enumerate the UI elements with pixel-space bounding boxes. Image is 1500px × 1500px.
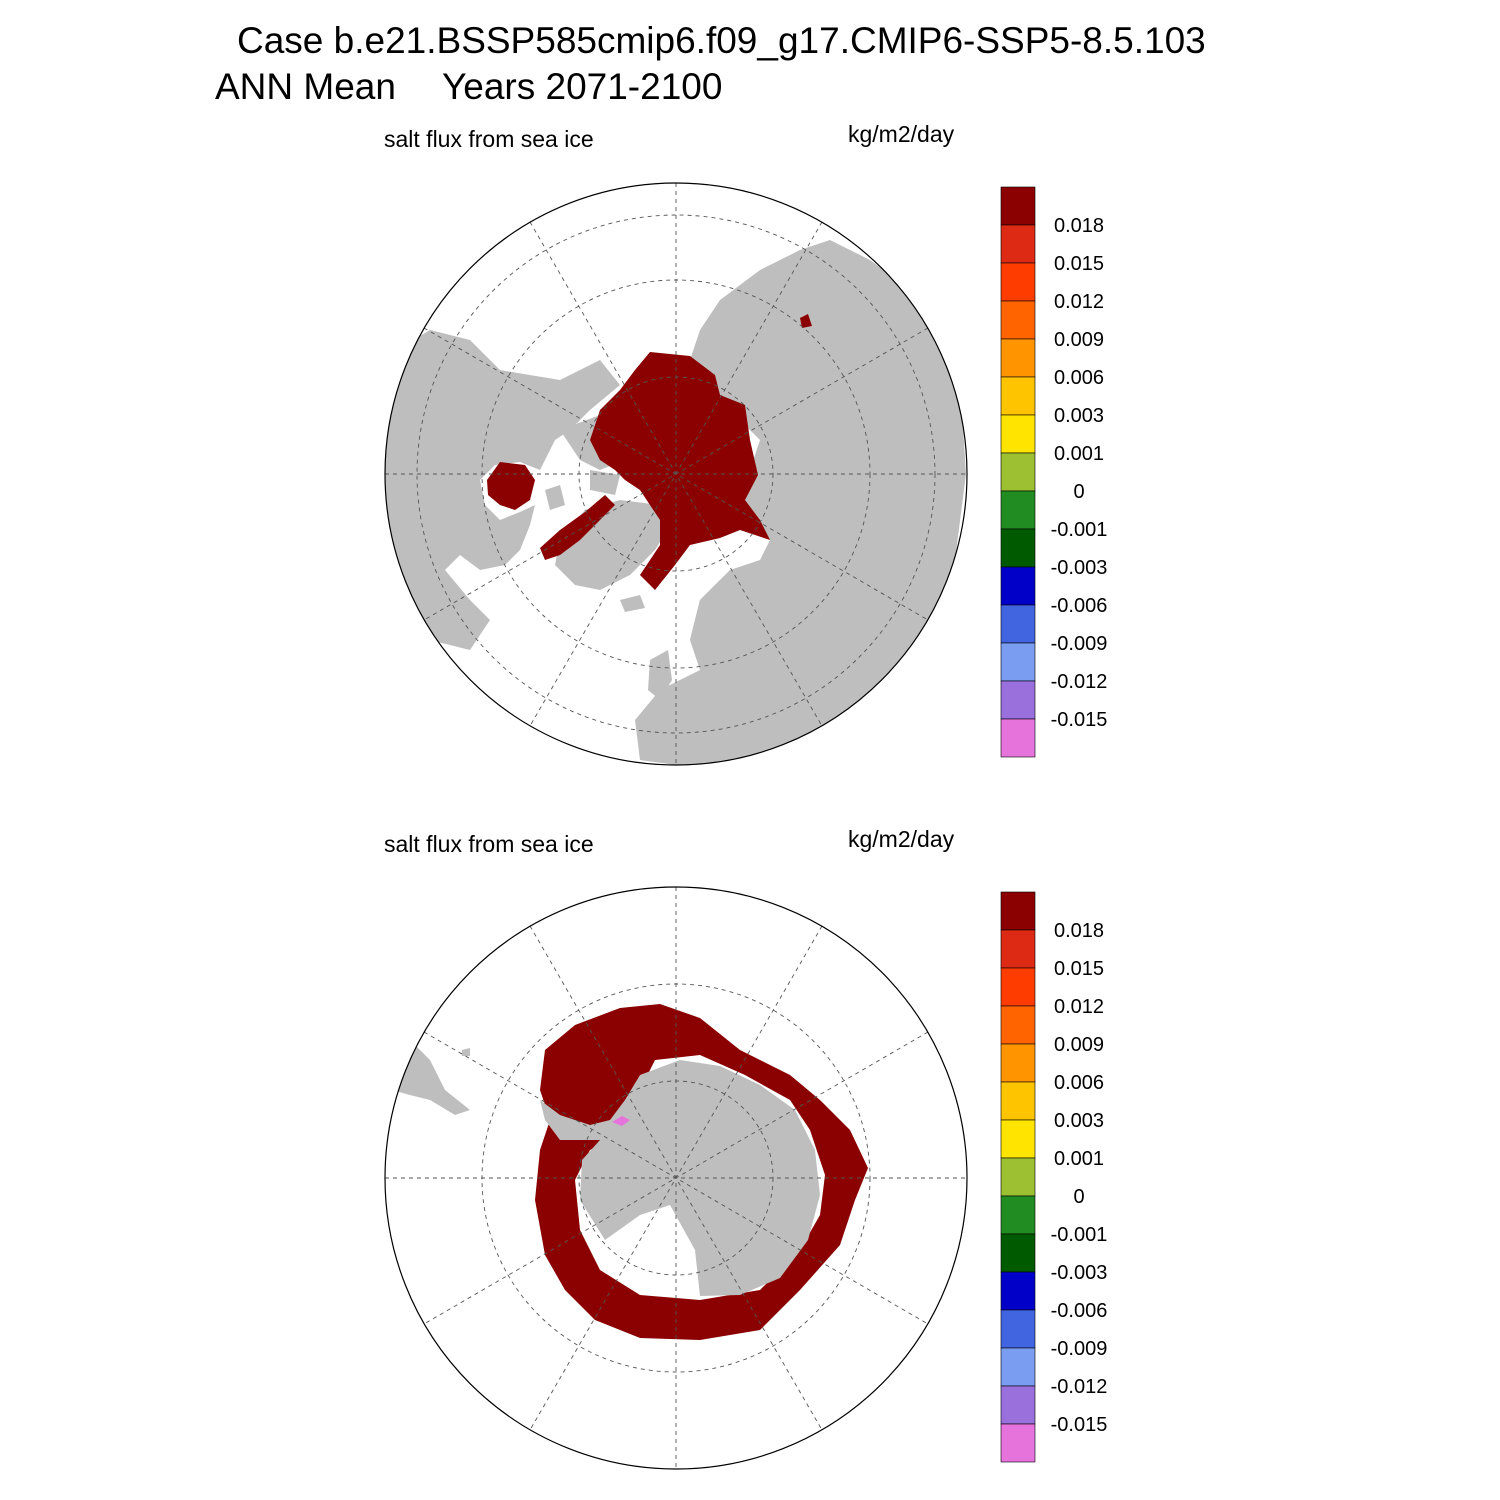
- south-colorbar-tick-label: -0.012: [1051, 1376, 1108, 1398]
- south-polar-map: [384, 886, 968, 1470]
- north-colorbar-tick-label: -0.012: [1051, 671, 1108, 693]
- north-colorbar-tick-label: 0.012: [1054, 291, 1104, 313]
- south-colorbar-swatch: [1000, 1423, 1036, 1463]
- north-colorbar-tick-label: -0.001: [1051, 519, 1108, 541]
- north-colorbar-swatch: [1000, 300, 1036, 340]
- south-colorbar-swatch: [1000, 1233, 1036, 1273]
- south-colorbar-tick-label: 0.012: [1054, 996, 1104, 1018]
- south-colorbar-swatch: [1000, 1119, 1036, 1159]
- north-panel-units-label: kg/m2/day: [848, 121, 955, 147]
- case-title: Case b.e21.BSSP585cmip6.f09_g17.CMIP6-SS…: [237, 20, 1206, 61]
- south-colorbar: 0.018 0.015 0.012 0.009 0.006 0.003 0.001 0 -0.0…: [1000, 891, 1108, 1463]
- antarctic-flux-region: [535, 1004, 868, 1340]
- south-colorbar-tick-label: -0.003: [1051, 1262, 1108, 1284]
- north-colorbar-tick-label: 0.006: [1054, 367, 1104, 389]
- weddell-flux-anomaly: [612, 1116, 630, 1126]
- north-colorbar-swatch: [1000, 376, 1036, 416]
- south-map-border: [384, 886, 968, 1470]
- north-colorbar-tick-label: 0.018: [1054, 215, 1104, 237]
- south-colorbar-swatch: [1000, 1081, 1036, 1121]
- south-colorbar-tick-label: 0.001: [1054, 1148, 1104, 1170]
- season-years-title: ANN Mean Years 2071-2100: [215, 66, 722, 108]
- north-colorbar-swatch: [1000, 338, 1036, 378]
- north-colorbar-swatch: [1000, 642, 1036, 682]
- south-colorbar-tick-label: 0.003: [1054, 1110, 1104, 1132]
- okhotsk-flux-region: [800, 314, 812, 328]
- north-colorbar-tick-label: -0.015: [1051, 709, 1108, 731]
- south-colorbar-tick-label: -0.006: [1051, 1300, 1108, 1322]
- north-america-landmass: [385, 330, 620, 650]
- south-colorbar-tick-label: -0.009: [1051, 1338, 1108, 1360]
- south-colorbar-swatch: [1000, 1385, 1036, 1425]
- north-colorbar-swatch: [1000, 224, 1036, 264]
- north-colorbar-tick-label: -0.003: [1051, 557, 1108, 579]
- north-colorbar-swatch: [1000, 680, 1036, 720]
- south-colorbar-tick-label: -0.001: [1051, 1224, 1108, 1246]
- south-colorbar-tick-label: 0: [1073, 1186, 1084, 1208]
- south-colorbar-swatch: [1000, 891, 1036, 931]
- north-colorbar-swatch: [1000, 604, 1036, 644]
- north-colorbar: 0.018 0.015 0.012 0.009 0.006 0.003 0.001 0 -0.0…: [1000, 186, 1108, 758]
- south-salt-flux-field: [535, 1004, 868, 1340]
- iceland-landmass: [620, 595, 645, 612]
- north-polar-map: [384, 182, 968, 766]
- south-colorbar-tick-label: 0.015: [1054, 958, 1104, 980]
- north-graticule: [385, 183, 967, 765]
- north-colorbar-tick-label: -0.009: [1051, 633, 1108, 655]
- south-colorbar-swatch: [1000, 1309, 1036, 1349]
- north-colorbar-tick-label: 0.009: [1054, 329, 1104, 351]
- north-colorbar-tick-label: 0.001: [1054, 443, 1104, 465]
- antarctica-landmass: [540, 1060, 820, 1296]
- south-colorbar-tick-label: 0.006: [1054, 1072, 1104, 1094]
- south-graticule: [385, 887, 967, 1469]
- north-colorbar-tick-label: 0.015: [1054, 253, 1104, 275]
- arctic-flux-region: [590, 352, 770, 590]
- north-colorbar-swatch: [1000, 452, 1036, 492]
- south-antarctica: [540, 1060, 820, 1296]
- baffin-bay-flux-region: [540, 495, 615, 560]
- north-panel-variable-label: salt flux from sea ice: [384, 126, 594, 152]
- north-colorbar-tick-label: -0.006: [1051, 595, 1108, 617]
- north-meridian-120: [423, 327, 929, 621]
- south-colorbar-swatch: [1000, 1043, 1036, 1083]
- south-colorbar-tick-label: 0.018: [1054, 920, 1104, 942]
- north-colorbar-swatch: [1000, 262, 1036, 302]
- south-colorbar-tick-label: 0.009: [1054, 1034, 1104, 1056]
- years-label: Years 2071-2100: [441, 66, 723, 107]
- south-colorbar-swatch: [1000, 967, 1036, 1007]
- north-colorbar-swatch: [1000, 186, 1036, 226]
- south-georgia-island: [462, 1048, 470, 1056]
- south-colorbar-tick-label: -0.015: [1051, 1414, 1108, 1436]
- scandinavia-landmass: [690, 575, 760, 665]
- north-colorbar-swatch: [1000, 528, 1036, 568]
- north-salt-flux-field: [487, 314, 812, 590]
- south-colorbar-swatch: [1000, 1195, 1036, 1235]
- north-colorbar-swatch: [1000, 490, 1036, 530]
- kamchatka-landmass: [795, 250, 830, 330]
- north-colorbar-swatch: [1000, 566, 1036, 606]
- south-panel-units-label: kg/m2/day: [848, 826, 955, 852]
- south-colorbar-swatch: [1000, 1005, 1036, 1045]
- north-lat-circle-outer: [416, 214, 936, 734]
- south-colorbar-swatch: [1000, 1347, 1036, 1387]
- north-colorbar-swatch: [1000, 414, 1036, 454]
- season-label: ANN Mean: [215, 66, 396, 107]
- north-map-border: [384, 182, 968, 766]
- british-isles-landmass: [648, 650, 672, 700]
- south-colorbar-swatch: [1000, 929, 1036, 969]
- south-panel-variable-label: salt flux from sea ice: [384, 831, 594, 857]
- south-colorbar-swatch: [1000, 1271, 1036, 1311]
- south-colorbar-swatch: [1000, 1157, 1036, 1197]
- north-colorbar-swatch: [1000, 718, 1036, 758]
- north-colorbar-tick-label: 0.003: [1054, 405, 1104, 427]
- north-colorbar-tick-label: 0: [1073, 481, 1084, 503]
- south-meridian-120: [423, 1031, 929, 1325]
